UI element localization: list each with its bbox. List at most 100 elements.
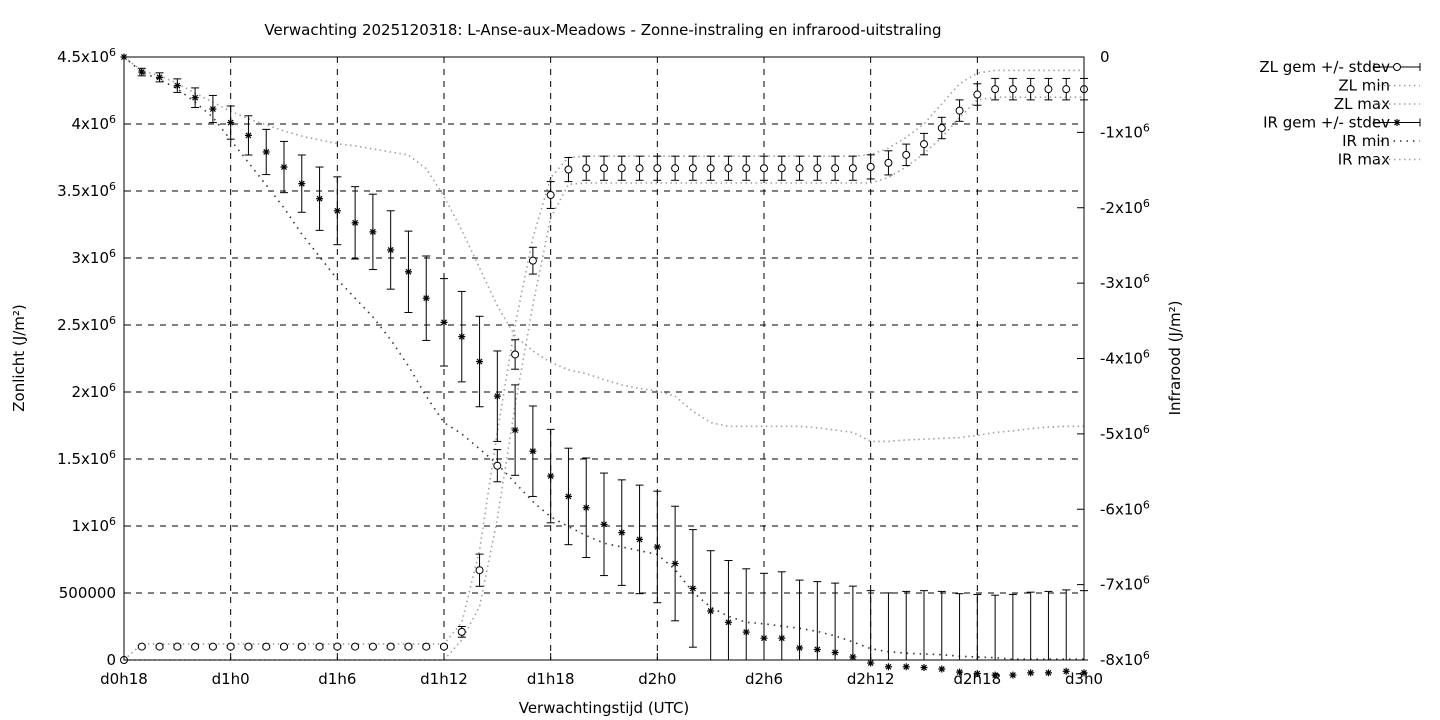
data-point-ir <box>316 195 324 203</box>
legend-label: IR min <box>1342 132 1390 150</box>
y-tick-label: 4.5x106 <box>57 46 116 66</box>
y-tick-label: 1x106 <box>71 515 116 535</box>
data-point-ir <box>600 520 608 528</box>
series-line-ir-max <box>123 56 1084 443</box>
series-layer <box>120 53 1088 679</box>
data-point-zl <box>208 642 217 651</box>
data-point-zl <box>688 164 697 173</box>
data-point-zl <box>1026 85 1035 94</box>
data-point-ir <box>778 634 786 642</box>
data-point-ir <box>244 131 252 139</box>
data-point-ir <box>404 268 412 276</box>
error-bar <box>973 593 982 661</box>
data-point-zl <box>315 642 324 651</box>
data-point-zl <box>262 642 271 651</box>
error-bar <box>1062 589 1071 661</box>
x-tick-label: d1h0 <box>212 670 250 688</box>
data-point-zl <box>795 164 804 173</box>
data-point-ir <box>956 668 964 676</box>
data-point-ir <box>831 648 839 656</box>
data-point-zl <box>333 642 342 651</box>
error-bar <box>1026 591 1035 661</box>
legend-label: ZL gem +/- stdev <box>1259 58 1390 76</box>
data-point-ir <box>742 628 750 636</box>
data-point-ir <box>1044 669 1052 677</box>
x-tick-label: d2h6 <box>745 670 783 688</box>
data-point-zl <box>920 140 928 149</box>
data-point-zl <box>653 164 662 173</box>
data-point-zl <box>440 642 448 651</box>
data-point-ir <box>458 333 466 341</box>
data-point-zl <box>173 642 182 651</box>
y2-tick-label: -3x106 <box>1100 272 1150 292</box>
x-tick-label: d1h12 <box>420 670 468 688</box>
y-tick-label: 3.5x106 <box>57 180 116 200</box>
y2-tick-label: -8x106 <box>1100 649 1150 669</box>
data-point-zl <box>528 256 537 265</box>
y2-tick-label: -2x106 <box>1100 197 1150 217</box>
data-point-ir <box>920 664 928 672</box>
error-bar <box>831 582 840 661</box>
data-point-ir <box>564 492 572 500</box>
data-point-zl <box>191 642 200 651</box>
data-point-zl <box>244 642 253 651</box>
data-point-zl <box>617 164 626 173</box>
data-point-zl <box>422 642 431 651</box>
data-point-ir <box>760 634 768 642</box>
data-point-ir <box>991 671 999 679</box>
data-point-ir <box>387 246 395 254</box>
data-point-zl <box>600 164 608 173</box>
error-bar <box>937 590 946 661</box>
data-point-zl <box>582 164 591 173</box>
data-point-zl <box>706 164 715 173</box>
x-tick-label: d2h12 <box>847 670 895 688</box>
y2-tick-label: -6x106 <box>1100 498 1150 518</box>
data-point-ir <box>938 665 946 673</box>
y-tick-label: 1.5x106 <box>57 448 116 468</box>
x-tick-label: d3h0 <box>1065 670 1103 688</box>
data-point-zl <box>457 627 466 636</box>
data-point-zl <box>546 191 555 200</box>
data-point-zl <box>280 642 288 651</box>
data-point-ir <box>333 207 341 215</box>
data-point-zl <box>404 642 413 651</box>
data-point-zl <box>635 164 644 173</box>
data-point-zl <box>1044 85 1053 94</box>
data-point-zl <box>368 642 377 651</box>
data-point-zl <box>1062 85 1071 94</box>
data-point-ir <box>191 94 199 102</box>
data-point-zl <box>760 164 768 173</box>
data-point-zl <box>297 642 306 651</box>
data-point-ir <box>422 294 430 302</box>
data-point-ir <box>582 504 590 512</box>
error-bar <box>848 585 857 661</box>
data-point-zl <box>937 124 946 133</box>
data-point-zl <box>884 158 893 167</box>
data-point-zl <box>831 164 840 173</box>
data-point-ir <box>493 392 501 400</box>
data-point-ir <box>689 584 697 592</box>
data-point-ir <box>280 163 288 171</box>
data-point-ir <box>476 358 484 366</box>
data-point-zl <box>511 350 520 359</box>
legend-label: IR max <box>1338 151 1390 169</box>
y2-tick-label: -5x106 <box>1100 423 1150 443</box>
data-point-zl <box>475 566 484 575</box>
data-point-ir <box>529 447 537 455</box>
data-point-ir <box>1062 667 1070 675</box>
data-point-ir <box>796 644 804 652</box>
data-point-ir <box>849 653 857 661</box>
legend-marker <box>1393 63 1401 71</box>
error-bar <box>920 590 928 661</box>
data-point-ir <box>813 645 821 653</box>
y2-tick-label: -4x106 <box>1100 348 1150 368</box>
data-point-zl <box>973 90 982 99</box>
y2-tick-label: -7x106 <box>1100 574 1150 594</box>
data-point-ir <box>351 219 359 227</box>
data-point-zl <box>742 164 751 173</box>
error-bar <box>777 571 786 661</box>
data-point-zl <box>955 106 964 115</box>
data-point-ir <box>227 119 235 127</box>
x-tick-label: d1h6 <box>318 670 356 688</box>
